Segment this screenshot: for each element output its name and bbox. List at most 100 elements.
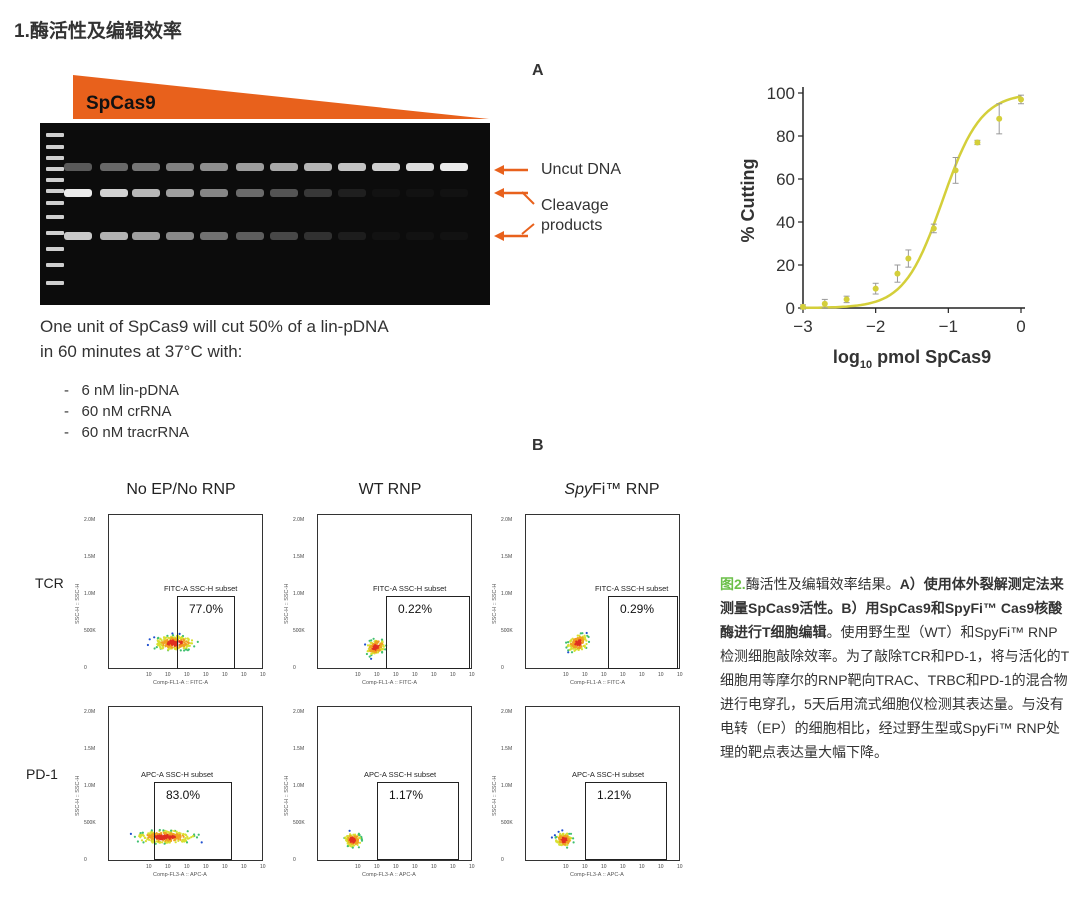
x-tick-label: 10 xyxy=(563,672,569,678)
gate-box xyxy=(377,782,459,860)
y-tick-label: 500K xyxy=(84,628,96,634)
event-dot xyxy=(172,833,175,836)
x-axis-label: Comp-FL3-A :: APC-A xyxy=(570,872,624,878)
event-dot xyxy=(381,647,384,651)
event-dot xyxy=(174,638,177,642)
event-dot xyxy=(559,840,562,843)
x-axis-label: Comp-FL3-A :: APC-A xyxy=(153,872,207,878)
event-dot xyxy=(180,640,183,643)
event-dot xyxy=(349,834,352,837)
event-dot xyxy=(381,642,384,645)
event-dot xyxy=(147,836,150,839)
x-axis-label: Comp-FL1-A :: FITC-A xyxy=(362,680,418,686)
gel-band xyxy=(440,163,468,171)
gel-band xyxy=(236,189,264,197)
enzyme-label: SpCas9 xyxy=(86,93,156,114)
gel-band xyxy=(236,232,264,240)
event-dot xyxy=(371,652,374,655)
event-dot xyxy=(150,835,153,838)
y-tick-label: 2.0M xyxy=(501,517,513,523)
event-dot xyxy=(166,634,169,637)
gel-band xyxy=(100,163,128,171)
event-dot xyxy=(155,840,158,843)
x-tick-label: 10 xyxy=(203,864,209,870)
event-dot xyxy=(572,841,575,844)
x-tick-label: 10 xyxy=(677,672,683,678)
y-tick-label: 0 xyxy=(786,299,795,318)
event-dot xyxy=(179,649,182,652)
gel-band xyxy=(64,232,92,240)
event-dot xyxy=(381,650,384,654)
x-tick-label: 10 xyxy=(146,864,152,870)
y-tick-label: 1.5M xyxy=(501,746,513,752)
gate-title: APC-A SSC-H subset xyxy=(141,770,214,779)
event-scatter xyxy=(343,829,364,849)
gel-band xyxy=(100,232,128,240)
event-dot xyxy=(562,838,565,841)
y-tick-label: 0 xyxy=(501,857,504,863)
panel-a-label: A xyxy=(532,62,544,79)
data-point xyxy=(996,115,1003,122)
gel-band xyxy=(440,189,468,197)
gel-band xyxy=(270,189,298,197)
event-dot xyxy=(585,631,588,635)
event-dot xyxy=(173,829,176,833)
ladder-band xyxy=(46,215,64,219)
x-tick-label: 10 xyxy=(393,864,399,870)
ladder-band xyxy=(46,133,64,137)
gate-box xyxy=(177,596,235,669)
event-dot xyxy=(557,830,560,833)
x-tick-label: 10 xyxy=(260,672,266,678)
condition-item: 60 nM crRNA xyxy=(64,401,189,422)
x-tick-label: 10 xyxy=(639,864,645,870)
y-tick-label: 2.0M xyxy=(501,709,513,715)
event-dot xyxy=(561,829,564,832)
event-dot xyxy=(173,836,176,839)
event-dot xyxy=(581,632,584,635)
event-dot xyxy=(192,835,195,838)
event-dot xyxy=(190,642,194,645)
y-tick-label: 2.0M xyxy=(84,709,96,715)
y-tick-label: 1.5M xyxy=(293,554,305,560)
event-dot xyxy=(358,836,361,840)
event-dot xyxy=(577,643,580,646)
x-tick-label: 10 xyxy=(639,672,645,678)
gate-percentage: 1.21% xyxy=(597,788,632,802)
gel-band xyxy=(372,189,400,197)
y-tick-label: 500K xyxy=(501,628,513,634)
event-dot xyxy=(167,831,170,834)
gel-band xyxy=(200,163,228,171)
event-dot xyxy=(138,833,141,836)
event-dot xyxy=(371,643,374,646)
event-dot xyxy=(377,649,381,652)
event-dot xyxy=(157,642,160,645)
event-dot xyxy=(584,646,587,649)
event-dot xyxy=(173,642,176,645)
gate-percentage: 0.29% xyxy=(620,602,655,616)
x-tick-label: 10 xyxy=(165,672,171,678)
event-dot xyxy=(581,636,584,639)
ladder-band xyxy=(46,145,64,149)
x-tick-label: −3 xyxy=(793,317,812,336)
x-tick-label: 10 xyxy=(658,672,664,678)
event-dot xyxy=(164,636,168,639)
x-tick-label: 10 xyxy=(582,864,588,870)
x-tick-label: 10 xyxy=(601,672,607,678)
event-dot xyxy=(160,641,163,644)
x-tick-label: 10 xyxy=(241,864,247,870)
y-tick-label: 500K xyxy=(293,820,305,826)
event-dot xyxy=(181,634,185,638)
event-dot xyxy=(561,836,565,839)
gel-band xyxy=(406,189,434,197)
y-tick-label: 1.0M xyxy=(293,591,305,597)
event-dot xyxy=(577,648,580,651)
x-tick-label: 10 xyxy=(582,672,588,678)
x-tick-label: 10 xyxy=(450,864,456,870)
event-dot xyxy=(171,640,174,644)
event-dot xyxy=(184,642,187,645)
event-dot xyxy=(155,832,158,835)
event-dot xyxy=(344,836,347,840)
y-tick-label: 2.0M xyxy=(84,517,96,523)
x-tick-label: 10 xyxy=(222,672,228,678)
x-tick-label: 10 xyxy=(184,864,190,870)
